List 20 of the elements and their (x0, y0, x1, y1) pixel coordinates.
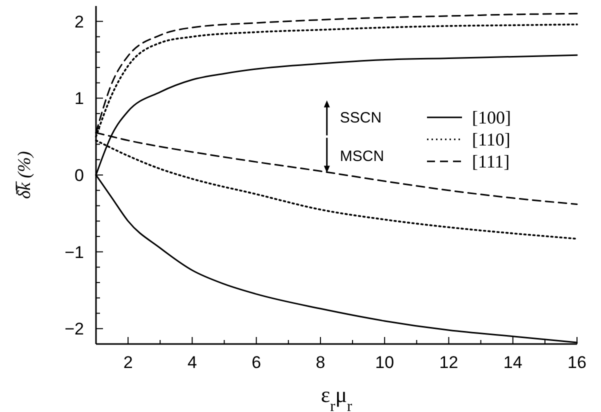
x-tick-label: 6 (252, 353, 262, 372)
y-tick-label: −1 (64, 242, 84, 262)
legend-label: [111] (472, 152, 510, 172)
annotation: SSCN (340, 110, 382, 127)
x-tick-label: 12 (439, 353, 458, 372)
x-tick-label: 16 (568, 353, 586, 372)
x-tick-label: 4 (187, 353, 197, 372)
y-axis-title: δ̅k̅ (%) (14, 151, 34, 199)
x-tick-label: 10 (375, 353, 394, 372)
legend-label: [100] (472, 108, 511, 128)
y-tick-label: 2 (74, 12, 84, 32)
y-tick-label: 1 (74, 89, 84, 108)
x-tick-label: 2 (123, 353, 133, 372)
x-tick-label: 14 (503, 353, 522, 372)
annotation: MSCN (340, 148, 384, 166)
x-tick-label: 8 (316, 353, 326, 372)
y-tick-label: −2 (64, 320, 84, 339)
y-tick-label: 0 (74, 166, 84, 185)
legend-label: [110] (472, 130, 510, 150)
x-axis-title: ε$_{r}$μ$_{r}$ (320, 382, 352, 412)
